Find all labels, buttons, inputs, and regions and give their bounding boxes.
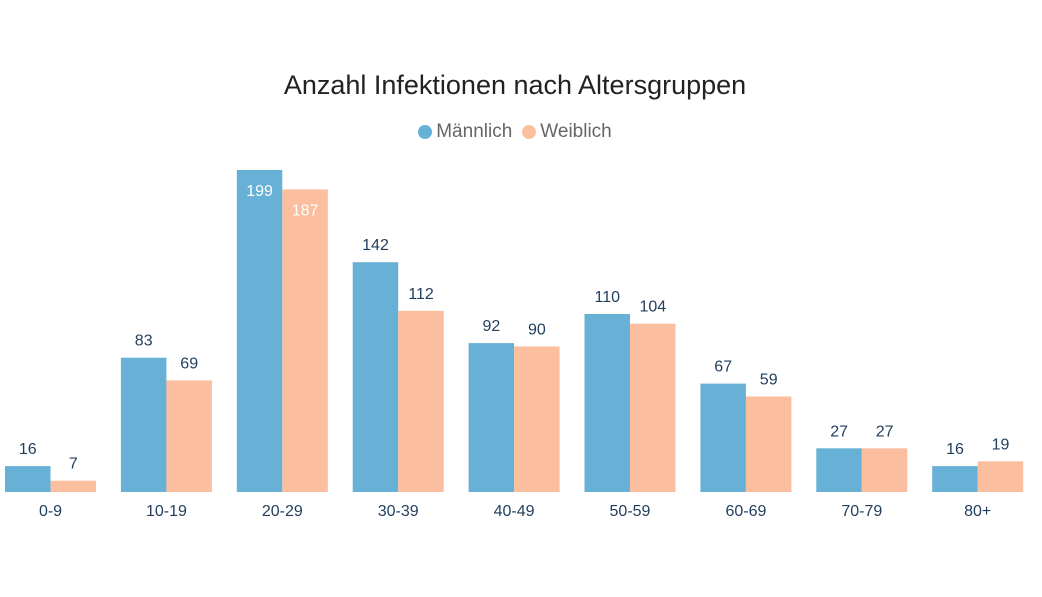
- bar-weiblich-40-49[interactable]: [514, 346, 560, 492]
- data-label-weiblich-10-19: 69: [180, 355, 198, 372]
- bar-maennlich-20-29[interactable]: [236, 170, 283, 492]
- x-tick-label-60-69: 60-69: [725, 503, 766, 520]
- chart-title: Anzahl Infektionen nach Altersgruppen: [283, 70, 747, 100]
- x-tick-label-30-39: 30-39: [378, 503, 419, 520]
- data-label-maennlich-80+: 16: [946, 441, 964, 458]
- chart-legend: Männlich Weiblich: [0, 121, 1030, 143]
- x-tick-label-80+: 80+: [964, 503, 991, 520]
- data-label-weiblich-60-69: 59: [760, 372, 778, 389]
- x-tick-label-10-19: 10-19: [146, 503, 187, 520]
- bar-maennlich-0-9[interactable]: [5, 466, 51, 492]
- data-label-maennlich-20-29: 199: [246, 183, 273, 200]
- x-tick-label-50-59: 50-59: [610, 503, 651, 520]
- bar-weiblich-0-9[interactable]: [50, 480, 97, 492]
- data-label-maennlich-40-49: 92: [483, 318, 501, 335]
- data-label-weiblich-40-49: 90: [528, 321, 546, 338]
- bar-maennlich-40-49[interactable]: [468, 343, 515, 492]
- data-label-maennlich-50-59: 110: [595, 289, 621, 306]
- bar-weiblich-70-79[interactable]: [861, 448, 908, 492]
- data-label-maennlich-30-39: 142: [362, 237, 389, 254]
- bar-maennlich-80+[interactable]: [932, 466, 978, 492]
- bar-weiblich-80+[interactable]: [977, 461, 1024, 492]
- bar-maennlich-60-69[interactable]: [700, 383, 746, 492]
- data-label-weiblich-80+: 19: [992, 436, 1010, 453]
- data-label-weiblich-20-29: 187: [292, 202, 319, 219]
- data-label-weiblich-70-79: 27: [876, 423, 894, 440]
- x-tick-label-0-9: 0-9: [39, 503, 62, 520]
- legend-swatch-maennlich: [418, 125, 433, 139]
- legend-item-maennlich[interactable]: Männlich: [418, 121, 512, 143]
- data-label-maennlich-0-9: 16: [19, 441, 37, 458]
- bar-weiblich-60-69[interactable]: [745, 396, 792, 493]
- bar-weiblich-30-39[interactable]: [398, 310, 444, 492]
- legend-label-maennlich: Männlich: [436, 121, 513, 142]
- legend-swatch-weiblich: [522, 125, 537, 139]
- legend-item-weiblich[interactable]: Weiblich: [522, 121, 612, 143]
- data-label-weiblich-30-39: 112: [408, 286, 434, 303]
- bar-maennlich-70-79[interactable]: [816, 448, 862, 492]
- bar-maennlich-30-39[interactable]: [352, 262, 399, 492]
- data-label-maennlich-10-19: 83: [135, 333, 153, 350]
- bar-weiblich-10-19[interactable]: [166, 380, 212, 492]
- data-label-weiblich-50-59: 104: [639, 299, 666, 316]
- bar-maennlich-10-19[interactable]: [120, 357, 167, 492]
- legend-label-weiblich: Weiblich: [540, 121, 612, 142]
- data-label-maennlich-60-69: 67: [714, 359, 732, 376]
- x-tick-label-40-49: 40-49: [494, 503, 535, 520]
- data-label-weiblich-0-9: 7: [69, 456, 78, 473]
- x-tick-label-20-29: 20-29: [262, 503, 303, 520]
- data-label-maennlich-70-79: 27: [830, 423, 848, 440]
- bar-weiblich-20-29[interactable]: [282, 189, 328, 492]
- x-tick-label-70-79: 70-79: [841, 503, 882, 520]
- bar-weiblich-50-59[interactable]: [630, 323, 676, 492]
- bar-maennlich-50-59[interactable]: [584, 314, 631, 492]
